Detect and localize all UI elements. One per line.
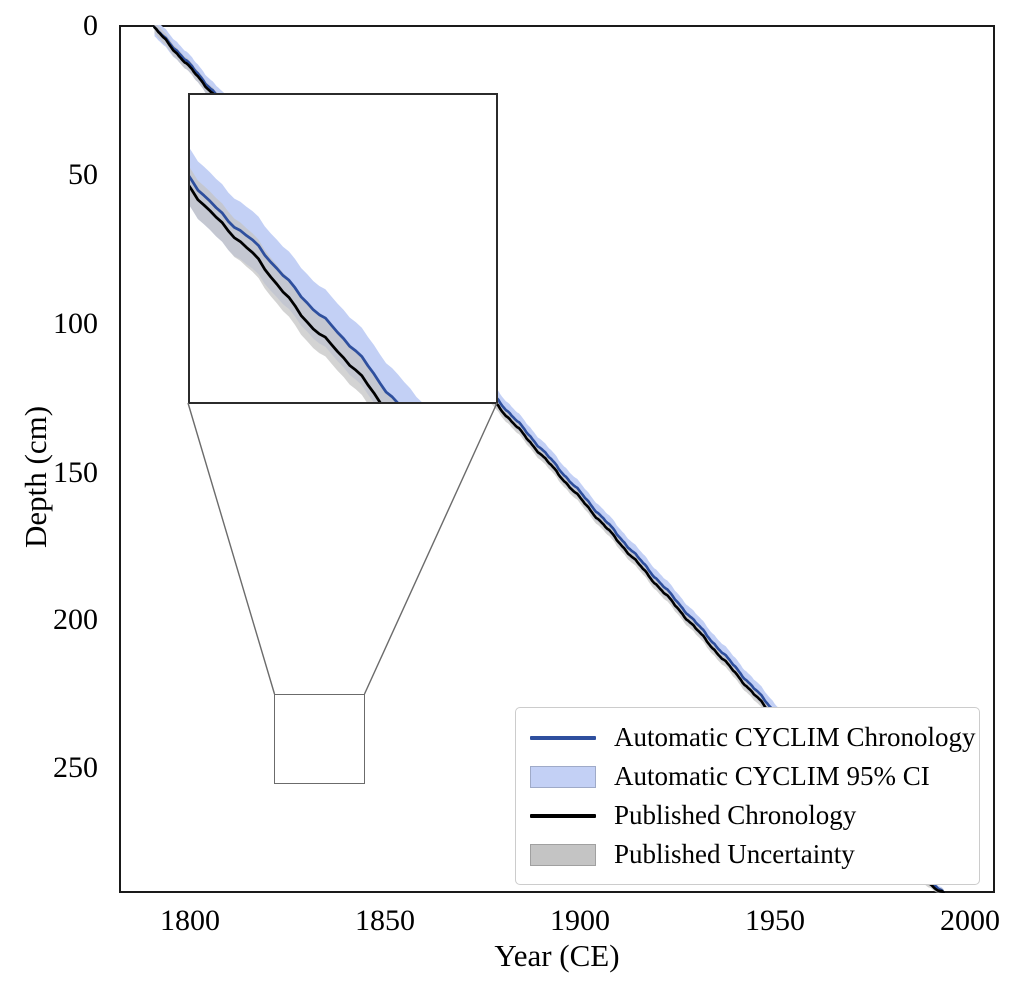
legend-label-published-chronology: Published Chronology xyxy=(614,800,857,830)
ytick-label-250: 250 xyxy=(53,751,98,784)
ytick-label-50: 50 xyxy=(68,158,98,191)
inset-data-layer xyxy=(190,148,422,402)
legend-key-line-automatic xyxy=(528,725,598,751)
ytick-label-200: 200 xyxy=(53,603,98,636)
legend-label-automatic-chronology: Automatic CYCLIM Chronology xyxy=(614,722,976,752)
legend-label-published-uncertainty: Published Uncertainty xyxy=(614,839,855,869)
y-axis-title: Depth (cm) xyxy=(18,405,53,549)
ytick-label-150: 150 xyxy=(53,456,98,489)
legend-item-automatic-chronology[interactable]: Automatic CYCLIM Chronology xyxy=(528,718,975,757)
inset-zoom-panel xyxy=(188,93,498,404)
legend-item-automatic-ci[interactable]: Automatic CYCLIM 95% CI xyxy=(528,757,965,796)
legend[interactable]: Automatic CYCLIM Chronology Automatic CY… xyxy=(515,707,980,885)
legend-item-published-chronology[interactable]: Published Chronology xyxy=(528,796,965,835)
legend-key-patch-automatic-ci xyxy=(528,764,598,790)
ytick-label-100: 100 xyxy=(53,307,98,340)
xtick-label-1800: 1800 xyxy=(160,904,220,937)
xtick-label-2000: 2000 xyxy=(940,904,1000,937)
ytick-label-0: 0 xyxy=(83,9,98,42)
legend-key-patch-published-uncertainty xyxy=(528,842,598,868)
x-axis-title: Year (CE) xyxy=(494,938,620,973)
xtick-label-1950: 1950 xyxy=(745,904,805,937)
legend-key-line-published xyxy=(528,803,598,829)
xtick-label-1900: 1900 xyxy=(550,904,610,937)
legend-label-automatic-ci: Automatic CYCLIM 95% CI xyxy=(614,761,930,791)
legend-item-published-uncertainty[interactable]: Published Uncertainty xyxy=(528,835,965,874)
inset-source-rectangle xyxy=(274,694,365,784)
xtick-label-1850: 1850 xyxy=(355,904,415,937)
